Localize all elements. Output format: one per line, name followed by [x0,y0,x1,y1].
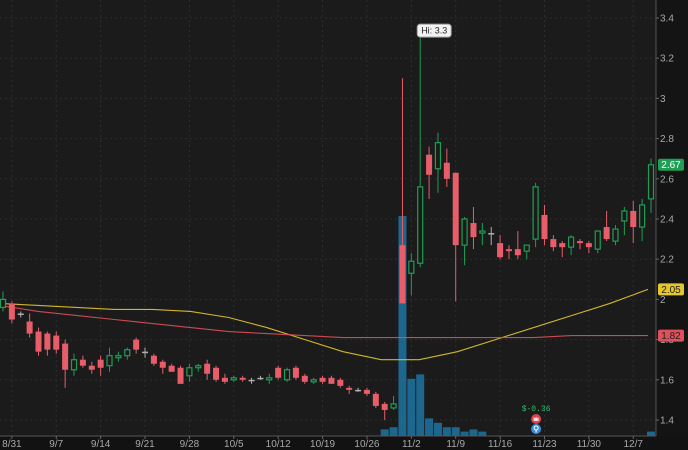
x-tick-label: 9/14 [91,439,111,450]
y-tick-label: 2.2 [660,255,674,266]
y-tick-label: 3 [660,94,666,105]
x-tick-label: 11/23 [532,439,557,450]
x-tick-label: 12/7 [624,439,644,450]
x-tick-label: 10/12 [266,439,291,450]
high-price-label: Hi: 3.3 [416,23,452,38]
x-tick-label: 8/31 [2,439,22,450]
y-tick-label: 2.8 [660,134,674,145]
sma-slow-badge: 1.82 [658,329,684,342]
price-badges: 2.67 2.05 1.82 [658,158,684,342]
x-tick-label: 11/2 [402,439,421,450]
date-axis[interactable]: 8/31 9/7 9/14 9/21 9/28 10/5 10/12 10/19 10/26 11… [0,435,656,450]
x-tick-label: 11/16 [488,439,513,450]
moving-averages [0,288,649,361]
y-tick-label: 3.2 [660,54,674,65]
y-tick-label: 2.6 [660,174,674,185]
y-tick-label: 1.6 [660,375,674,386]
dividend-label: $-0.36 [522,405,551,414]
chart-annotations: Hi: 3.3 $-0.36 [416,23,551,434]
x-tick-label: 9/21 [135,439,155,450]
svg-text:2.05: 2.05 [661,285,681,296]
earnings-event-icon[interactable] [531,414,542,424]
last-price-badge: 2.67 [658,158,684,171]
svg-text:2.67: 2.67 [661,160,681,171]
x-tick-label: 10/19 [310,439,335,450]
svg-text:Hi: 3.3: Hi: 3.3 [421,26,447,36]
y-tick-label: 2 [660,295,666,306]
volume-bars [380,216,655,436]
sma-fast-badge: 2.05 [658,283,684,296]
x-tick-label: 11/9 [446,439,465,450]
info-event-icon[interactable] [531,424,542,434]
x-tick-label: 11/30 [577,439,602,450]
y-tick-label: 1.4 [660,416,674,427]
y-tick-label: 2.4 [660,215,674,226]
x-tick-label: 10/5 [224,439,244,450]
x-tick-label: 10/26 [354,439,379,450]
svg-text:1.82: 1.82 [661,331,681,342]
candlesticks [0,38,655,420]
x-tick-label: 9/7 [49,439,63,450]
x-tick-label: 9/28 [180,439,200,450]
y-tick-label: 3.4 [660,14,674,25]
